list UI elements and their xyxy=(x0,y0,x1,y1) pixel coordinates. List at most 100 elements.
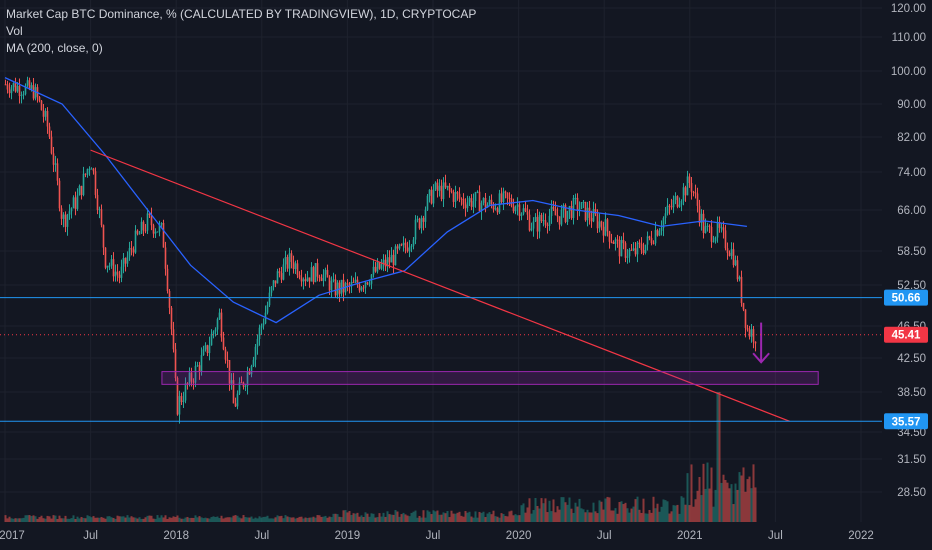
price-scale[interactable] xyxy=(882,0,932,522)
y-axis: 120.00 110.00 100.00 90.00 82.00 74.00 66.00 58… xyxy=(891,3,926,499)
volume-bar xyxy=(226,517,229,522)
candle xyxy=(514,206,517,212)
candle xyxy=(180,396,183,403)
chart-title[interactable]: Market Cap BTC Dominance, % (CALCULATED … xyxy=(6,7,477,21)
volume-bar xyxy=(742,467,745,522)
volume-bar xyxy=(616,513,619,522)
candle xyxy=(330,280,333,291)
candle xyxy=(358,284,361,291)
candle xyxy=(222,337,225,350)
volume-bar xyxy=(22,517,25,522)
candle xyxy=(12,83,15,88)
volume-bar xyxy=(690,464,693,522)
y-tick-label: 120.00 xyxy=(891,3,926,15)
candle xyxy=(252,359,255,367)
volume-bar xyxy=(548,500,551,522)
candle xyxy=(306,277,309,282)
candle xyxy=(398,244,401,249)
volume-bar xyxy=(568,497,571,522)
candle xyxy=(472,201,475,207)
volume-bar xyxy=(328,516,331,522)
volume-bar xyxy=(52,515,55,522)
volume-bar xyxy=(570,508,573,522)
candle xyxy=(644,244,647,254)
volume-bar xyxy=(254,517,257,522)
candle xyxy=(164,247,167,269)
candle xyxy=(480,202,483,212)
candle xyxy=(230,380,233,384)
candle xyxy=(232,380,235,404)
volume-bar xyxy=(48,516,51,522)
down-arrow-head xyxy=(752,352,770,364)
candle xyxy=(142,221,145,231)
volume-bar xyxy=(204,517,207,522)
candle xyxy=(598,221,601,229)
price-label: 45.41 xyxy=(892,330,921,342)
candle xyxy=(558,216,561,225)
volume-bar xyxy=(218,518,221,522)
candle xyxy=(488,199,491,205)
volume-bar xyxy=(248,517,251,522)
volume-bar xyxy=(310,517,313,522)
ma-indicator-label[interactable]: MA (200, close, 0) xyxy=(6,41,103,55)
volume-bar xyxy=(620,501,623,522)
volume-bar xyxy=(260,517,263,522)
candle xyxy=(658,230,661,236)
candle xyxy=(126,256,129,264)
candle xyxy=(730,249,733,256)
candle xyxy=(594,209,597,215)
volume-bars xyxy=(4,392,757,522)
candle xyxy=(470,198,473,207)
volume-bar xyxy=(152,518,155,522)
vol-indicator-label[interactable]: Vol xyxy=(6,24,23,38)
price-label-bg xyxy=(884,289,928,306)
candle xyxy=(576,197,579,211)
volume-bar xyxy=(496,516,499,522)
volume-bar xyxy=(36,518,39,522)
candle xyxy=(496,208,499,213)
candle xyxy=(248,371,251,375)
candle xyxy=(74,197,77,209)
volume-bar xyxy=(454,513,457,522)
volume-bar xyxy=(640,512,643,522)
candle xyxy=(372,266,375,275)
volume-bar xyxy=(138,517,141,522)
volume-bar xyxy=(630,508,633,522)
x-tick-label: 2019 xyxy=(335,530,361,542)
volume-bar xyxy=(462,516,465,522)
time-scale[interactable] xyxy=(0,522,882,550)
volume-bar xyxy=(426,510,429,522)
candle xyxy=(284,257,287,265)
volume-bar xyxy=(492,510,495,522)
volume-bar xyxy=(94,517,97,522)
candle xyxy=(316,263,319,277)
volume-bar xyxy=(344,510,347,522)
volume-bar xyxy=(558,509,561,522)
candle xyxy=(266,305,269,313)
volume-bar xyxy=(726,482,729,522)
volume-bar xyxy=(614,508,617,522)
volume-bar xyxy=(60,518,63,522)
volume-bar xyxy=(372,513,375,522)
candle xyxy=(76,195,79,209)
candle xyxy=(458,193,461,199)
volume-bar xyxy=(730,484,733,522)
candle xyxy=(202,349,205,356)
volume-bar xyxy=(300,516,303,522)
candle xyxy=(500,193,503,203)
x-tick-label: 2021 xyxy=(677,530,703,542)
volume-bar xyxy=(476,517,479,522)
y-tick-label: 38.50 xyxy=(897,387,926,399)
volume-bar xyxy=(752,464,755,522)
volume-bar xyxy=(430,514,433,522)
candle xyxy=(668,205,671,207)
candle xyxy=(350,281,353,287)
candle xyxy=(274,280,277,284)
candle xyxy=(186,383,189,385)
volume-bar xyxy=(176,515,179,522)
candle xyxy=(10,87,13,94)
candle xyxy=(154,231,157,234)
volume-bar xyxy=(308,517,311,522)
candle xyxy=(516,204,519,207)
